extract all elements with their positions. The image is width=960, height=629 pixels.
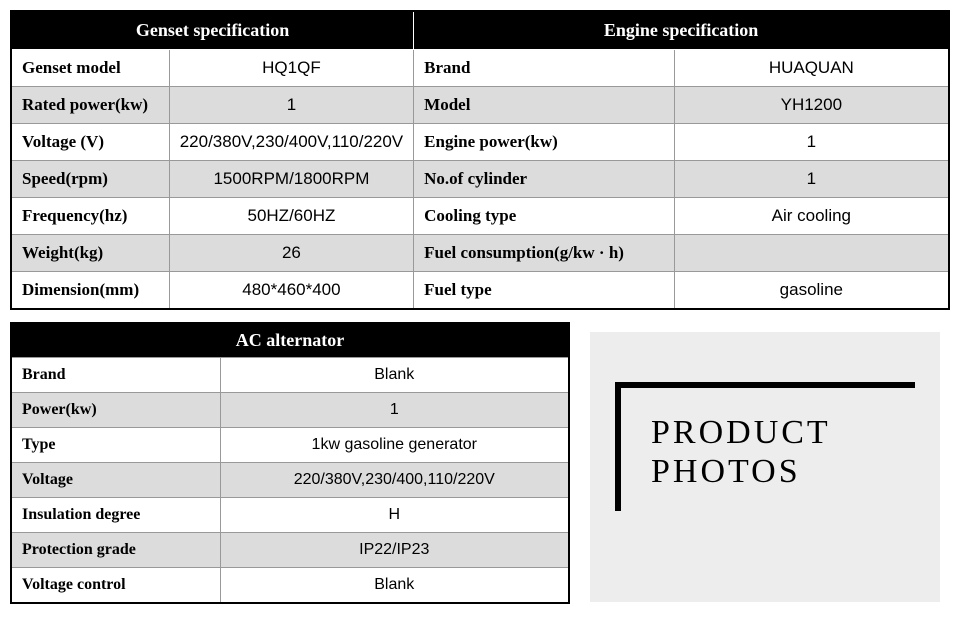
table-row: Insulation degreeH [11, 498, 569, 533]
engine-label: Model [414, 87, 675, 124]
table-row: Voltage220/380V,230/400,110/220V [11, 463, 569, 498]
engine-value: HUAQUAN [674, 50, 949, 87]
ac-value: Blank [220, 358, 569, 393]
genset-label: Frequency(hz) [11, 198, 169, 235]
ac-label: Voltage [11, 463, 220, 498]
engine-value: 1 [674, 124, 949, 161]
ac-value: 220/380V,230/400,110/220V [220, 463, 569, 498]
ac-value: 1kw gasoline generator [220, 428, 569, 463]
product-photos-line2: PHOTOS [651, 452, 915, 491]
ac-label: Insulation degree [11, 498, 220, 533]
product-photos-frame: PRODUCT PHOTOS [615, 382, 915, 511]
table-row: BrandBlank [11, 358, 569, 393]
genset-value: 50HZ/60HZ [169, 198, 413, 235]
genset-value: 1 [169, 87, 413, 124]
product-photos-panel: PRODUCT PHOTOS [590, 332, 940, 602]
product-photos-line1: PRODUCT [651, 413, 915, 452]
engine-value: 1 [674, 161, 949, 198]
table-row: Type1kw gasoline generator [11, 428, 569, 463]
genset-header: Genset specification [11, 11, 414, 50]
genset-label: Voltage (V) [11, 124, 169, 161]
engine-label: Cooling type [414, 198, 675, 235]
ac-label: Brand [11, 358, 220, 393]
engine-label: Engine power(kw) [414, 124, 675, 161]
table-row: Protection gradeIP22/IP23 [11, 533, 569, 568]
genset-value: 220/380V,230/400V,110/220V [169, 124, 413, 161]
engine-label: Brand [414, 50, 675, 87]
table-row: Voltage controlBlank [11, 568, 569, 604]
spec-table-top: Genset specification Engine specificatio… [10, 10, 950, 310]
table-row: Voltage (V)220/380V,230/400V,110/220VEng… [11, 124, 949, 161]
genset-value: 26 [169, 235, 413, 272]
table-row: Dimension(mm)480*460*400Fuel typegasolin… [11, 272, 949, 310]
genset-value: 1500RPM/1800RPM [169, 161, 413, 198]
ac-value: 1 [220, 393, 569, 428]
engine-value: YH1200 [674, 87, 949, 124]
ac-label: Voltage control [11, 568, 220, 604]
table-row: Genset modelHQ1QFBrandHUAQUAN [11, 50, 949, 87]
ac-header: AC alternator [11, 323, 569, 358]
ac-value: H [220, 498, 569, 533]
genset-value: HQ1QF [169, 50, 413, 87]
engine-value: gasoline [674, 272, 949, 310]
table-row: Frequency(hz)50HZ/60HZCooling typeAir co… [11, 198, 949, 235]
engine-value [674, 235, 949, 272]
ac-label: Type [11, 428, 220, 463]
ac-value: IP22/IP23 [220, 533, 569, 568]
table-row: Speed(rpm)1500RPM/1800RPMNo.of cylinder1 [11, 161, 949, 198]
ac-label: Protection grade [11, 533, 220, 568]
engine-label: No.of cylinder [414, 161, 675, 198]
genset-label: Speed(rpm) [11, 161, 169, 198]
engine-header: Engine specification [414, 11, 949, 50]
engine-label: Fuel consumption(g/kw · h) [414, 235, 675, 272]
genset-label: Genset model [11, 50, 169, 87]
genset-value: 480*460*400 [169, 272, 413, 310]
genset-label: Dimension(mm) [11, 272, 169, 310]
table-row: Weight(kg)26Fuel consumption(g/kw · h) [11, 235, 949, 272]
genset-label: Rated power(kw) [11, 87, 169, 124]
engine-label: Fuel type [414, 272, 675, 310]
table-row: Rated power(kw)1ModelYH1200 [11, 87, 949, 124]
engine-value: Air cooling [674, 198, 949, 235]
ac-value: Blank [220, 568, 569, 604]
ac-alternator-table: AC alternator BrandBlankPower(kw)1Type1k… [10, 322, 570, 604]
genset-label: Weight(kg) [11, 235, 169, 272]
ac-label: Power(kw) [11, 393, 220, 428]
table-row: Power(kw)1 [11, 393, 569, 428]
